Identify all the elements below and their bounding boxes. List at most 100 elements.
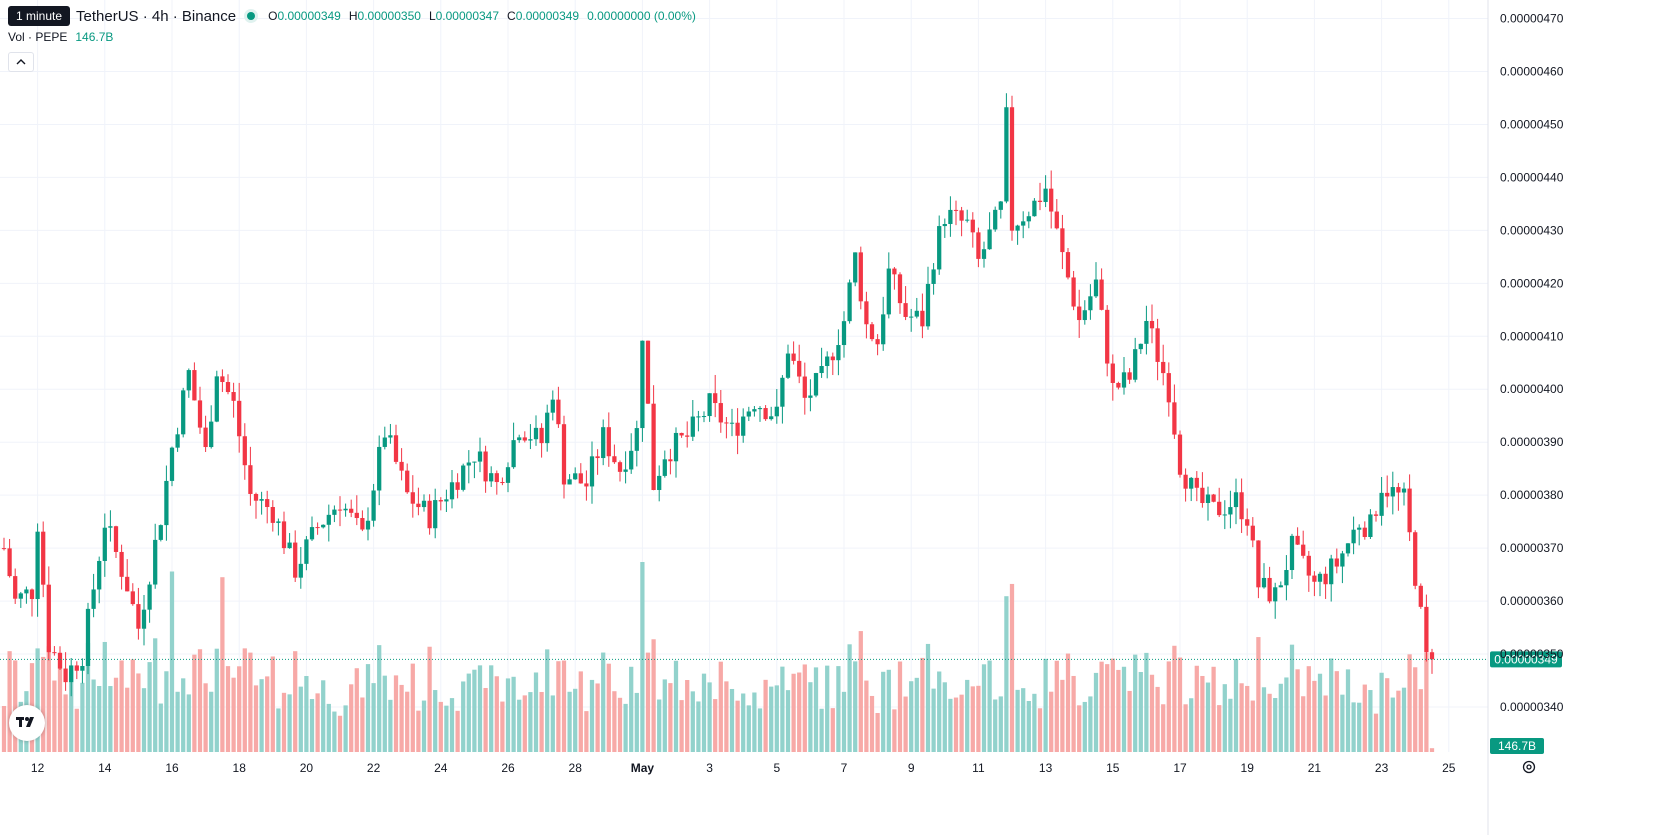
- volume-bar: [1093, 672, 1099, 752]
- candle-body: [1099, 279, 1104, 310]
- candle: [690, 400, 695, 442]
- volume-bar: [466, 673, 471, 752]
- volume-bar: [1256, 637, 1261, 752]
- candle-body: [1385, 492, 1390, 497]
- candle-body: [763, 408, 768, 420]
- close-value: C0.00000349: [507, 9, 580, 23]
- candle: [623, 451, 628, 484]
- volume-bar: [354, 668, 359, 752]
- candle: [130, 583, 135, 606]
- symbol-title[interactable]: TetherUS · 4h · Binance: [76, 7, 237, 25]
- candle-body: [1245, 519, 1250, 526]
- volume-bar: [461, 681, 466, 752]
- volume-bar: [1149, 674, 1155, 752]
- candle-body: [97, 560, 102, 590]
- volume-bar: [914, 677, 919, 752]
- volume-bar: [533, 672, 539, 752]
- candle-body: [1357, 527, 1362, 530]
- volume-bar: [1205, 682, 1211, 752]
- candle: [729, 408, 735, 437]
- candle-body: [1133, 349, 1138, 380]
- volume-bar: [1049, 691, 1054, 752]
- time-tick-label: 25: [1442, 761, 1456, 775]
- candle-body: [757, 408, 763, 410]
- volume-bar: [1340, 694, 1345, 752]
- candle-body: [657, 475, 662, 491]
- volume-bar: [427, 646, 432, 752]
- volume-bar: [1166, 661, 1171, 752]
- candle: [1239, 478, 1244, 533]
- candle: [769, 406, 774, 421]
- candle-body: [1071, 277, 1076, 307]
- candle: [1228, 490, 1233, 529]
- candle: [466, 450, 471, 484]
- candle-body: [1049, 188, 1054, 212]
- candle-body: [393, 435, 399, 462]
- candle: [802, 362, 807, 415]
- candle: [1015, 224, 1020, 245]
- candle: [735, 408, 740, 455]
- volume-bar: [74, 708, 79, 752]
- volume-bar: [85, 643, 91, 752]
- volume-bar: [987, 660, 992, 752]
- candle: [645, 340, 651, 405]
- candle: [326, 504, 331, 542]
- candle: [606, 412, 611, 467]
- volume-bar: [1172, 645, 1177, 752]
- candle-body: [528, 439, 533, 441]
- candle: [931, 263, 936, 295]
- candle: [1004, 93, 1009, 204]
- volume-bar: [858, 631, 863, 752]
- candle-body: [836, 345, 841, 361]
- candle-body: [1166, 373, 1171, 403]
- time-tick-label: 14: [98, 761, 112, 775]
- candle-body: [1004, 107, 1009, 202]
- volume-bar: [584, 711, 589, 752]
- volume-bar: [365, 664, 371, 752]
- candle: [315, 522, 320, 535]
- volume-bar: [651, 639, 656, 752]
- candle-body: [427, 500, 432, 529]
- volume-bar: [1222, 684, 1227, 752]
- volume-bar: [673, 660, 679, 752]
- candle-body: [304, 539, 309, 564]
- volume-bar: [220, 577, 225, 752]
- candle: [836, 329, 841, 376]
- candle: [119, 544, 124, 590]
- price-tick-label: 0.00000420: [1500, 276, 1564, 290]
- candle: [141, 594, 147, 646]
- candle-body: [1312, 575, 1317, 582]
- volume-bar: [522, 695, 527, 752]
- candle: [1323, 566, 1328, 599]
- candle-body: [399, 461, 404, 471]
- tradingview-logo-icon[interactable]: [9, 705, 45, 741]
- volume-bar: [1177, 657, 1183, 752]
- volume-bar: [41, 656, 46, 752]
- candle-body: [634, 428, 639, 451]
- candle-body: [1329, 558, 1334, 585]
- candle-body: [881, 314, 886, 345]
- volume-bar: [813, 667, 819, 752]
- candle-body: [321, 524, 326, 528]
- volume-bar: [953, 697, 959, 752]
- volume-bar: [864, 680, 869, 752]
- market-status-icon[interactable]: [244, 9, 259, 23]
- volume-bar: [1345, 669, 1351, 752]
- candle: [724, 416, 729, 439]
- volume-bar: [119, 660, 124, 752]
- candle: [1088, 284, 1093, 320]
- candle-body: [388, 435, 393, 438]
- candle-body: [998, 201, 1003, 210]
- candle: [668, 448, 673, 475]
- gear-icon[interactable]: [1520, 758, 1538, 776]
- volume-bar: [421, 700, 427, 752]
- volume-bar: [606, 663, 611, 752]
- candle: [505, 462, 511, 493]
- price-axis: 0.00000340 0.00000350 0.00000360 0.00000370…: [1487, 0, 1564, 835]
- candle-body: [550, 399, 555, 413]
- candle: [1, 537, 7, 551]
- candle-body: [797, 360, 802, 377]
- candle-body: [1340, 553, 1345, 567]
- collapse-legend-button[interactable]: [8, 52, 34, 72]
